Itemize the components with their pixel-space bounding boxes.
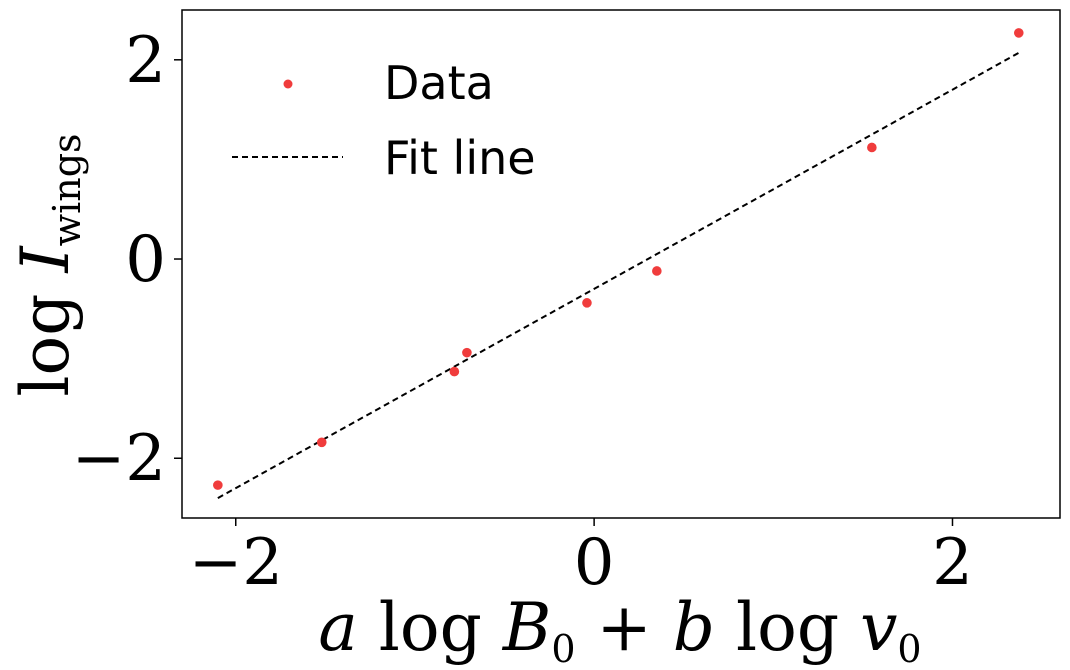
data-point — [449, 366, 460, 377]
data-point — [213, 480, 223, 490]
x-tick-label: −2 — [189, 526, 283, 600]
data-point — [867, 142, 877, 153]
legend: Data Fit line — [232, 56, 536, 185]
data-points — [213, 28, 1024, 490]
legend-data-marker — [283, 79, 293, 89]
legend-data-label: Data — [384, 56, 494, 110]
data-point — [462, 347, 472, 358]
data-point — [582, 298, 592, 308]
y-axis-label: log Iwings — [7, 133, 89, 396]
data-point — [652, 266, 662, 276]
y-tick-label: −2 — [72, 422, 166, 496]
y-tick-label: 2 — [125, 24, 166, 98]
x-tick-label: 0 — [574, 526, 615, 600]
data-point — [1013, 28, 1024, 38]
y-tick-label: 0 — [125, 223, 166, 297]
data-point — [316, 437, 327, 448]
plot-frame — [181, 9, 1061, 519]
legend-fit-label: Fit line — [384, 131, 536, 185]
fit-line-group — [217, 51, 1020, 499]
x-axis-label: a log B0 + b log v0 — [318, 589, 921, 670]
x-tick-label: 2 — [932, 526, 973, 600]
fit-line — [217, 51, 1020, 499]
ticks: −2 0 2 −2 0 2 — [72, 24, 973, 600]
